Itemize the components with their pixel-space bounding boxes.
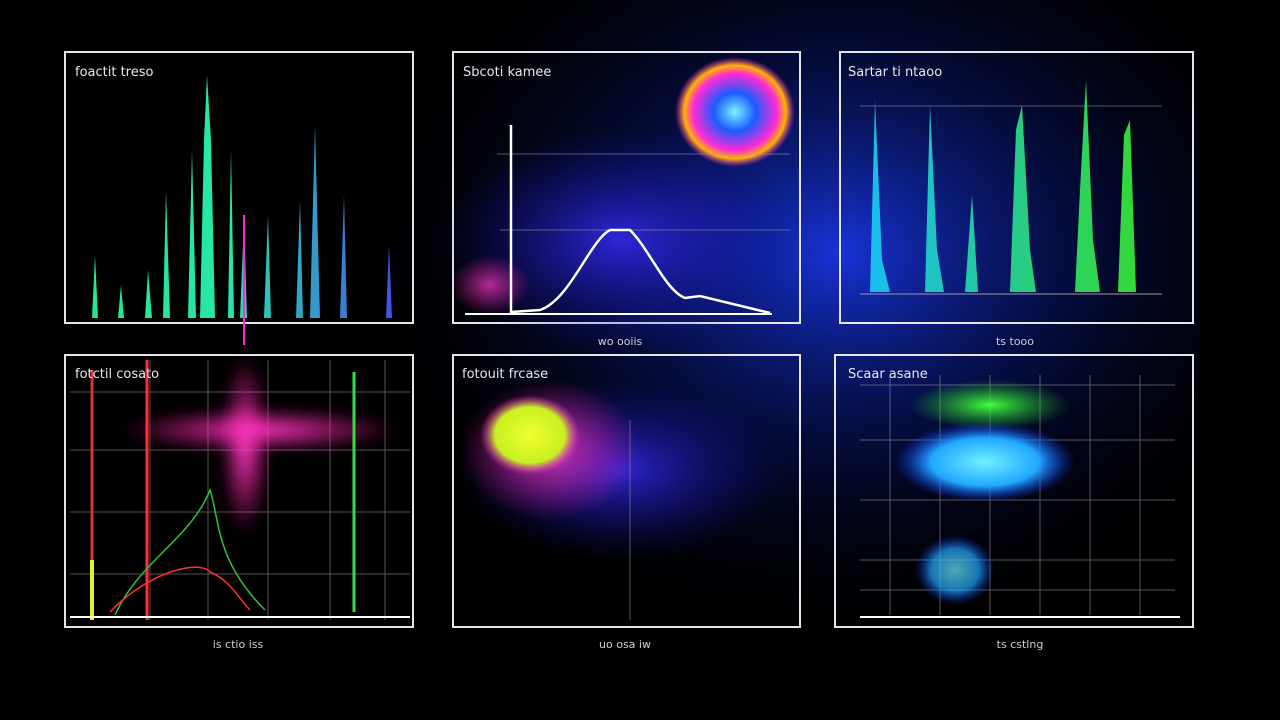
x-label: uo osa iw [599,638,651,651]
blob [895,422,1075,502]
x-label: wo ooiis [598,335,643,348]
panel-title: foactit treso [75,65,154,80]
panel: Sartar ti ntaoo ts tooo [839,51,1194,348]
blob [910,380,1070,430]
glow [220,355,270,535]
panel-frame [452,354,801,628]
blob [480,395,580,475]
panel-title: Sartar ti ntaoo [848,65,942,80]
blob [915,535,995,605]
panel-frame [64,51,414,324]
panel: Scaar asane ts cstlng [834,354,1194,651]
panel-title: fotouit frcase [462,367,548,382]
blob [675,57,795,167]
x-label: ts tooo [996,335,1034,348]
curve [114,487,266,616]
panel-frame [839,51,1194,324]
panel: fotouit frcase uo osa iw [452,354,801,651]
haze [440,130,800,350]
panel: foactit treso [64,51,414,345]
panel-title: Scaar asane [848,367,928,382]
panel-title: Sbcoti kamee [463,65,551,80]
curve [109,566,251,613]
haze [450,255,530,315]
panel: Sbcoti kamee wo ooiis [440,51,801,350]
x-label: is ctio iss [213,638,264,651]
panel-frame [834,354,1194,628]
panel-title: fotctil cosato [75,367,159,382]
spectrum [70,75,392,318]
panel: fotctil cosato is ctio iss [64,354,414,651]
panel-frame [64,354,414,628]
x-label: ts cstlng [997,638,1044,651]
curve [509,125,771,315]
spectrum [862,80,1136,292]
